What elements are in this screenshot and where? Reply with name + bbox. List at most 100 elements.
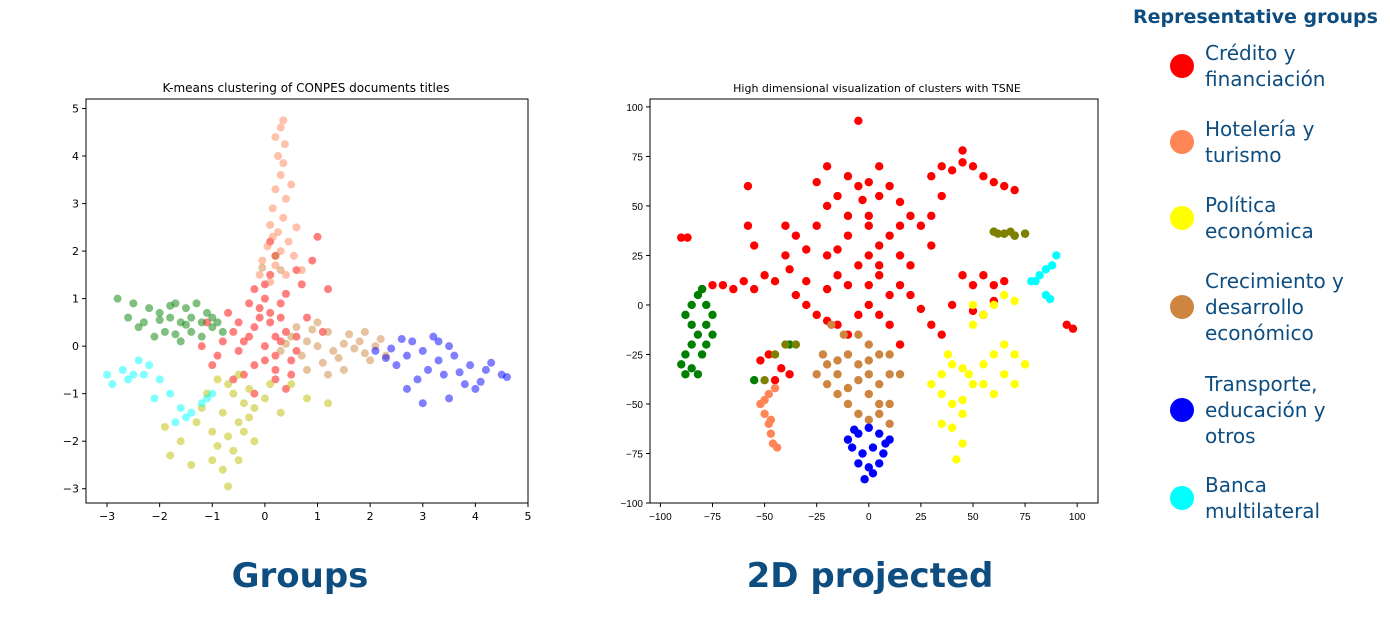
data-point: [812, 370, 821, 379]
data-point: [718, 280, 728, 290]
data-point: [702, 320, 711, 329]
data-point: [854, 261, 863, 270]
data-point: [968, 280, 978, 290]
legend-item-banca: Banca multilateral: [1170, 472, 1345, 524]
data-point: [281, 270, 290, 279]
data-point: [108, 380, 117, 389]
data-point: [287, 180, 296, 189]
data-point: [802, 276, 811, 286]
data-point: [687, 300, 696, 310]
legend-label: Crédito y financiación: [1205, 41, 1326, 91]
data-point: [875, 429, 884, 438]
plot-frame: [649, 98, 1099, 504]
data-point: [276, 123, 285, 132]
data-point: [234, 370, 243, 379]
data-point: [916, 221, 926, 230]
data-point: [171, 330, 180, 339]
data-point: [255, 304, 264, 313]
data-point: [324, 285, 333, 294]
data-point: [937, 191, 946, 201]
data-point: [791, 290, 801, 300]
data-point: [833, 245, 842, 254]
x-tick-label: 50: [967, 512, 979, 523]
data-point: [376, 335, 385, 344]
data-point: [287, 332, 296, 341]
data-point: [445, 342, 454, 351]
data-point: [770, 383, 780, 393]
data-point: [906, 261, 915, 270]
data-point: [854, 360, 863, 369]
x-tick-label: 0: [261, 510, 268, 523]
data-point: [885, 320, 894, 329]
data-point: [760, 376, 769, 385]
data-point: [187, 408, 196, 417]
data-point: [1045, 294, 1055, 304]
data-point: [276, 299, 285, 308]
data-point: [702, 300, 711, 310]
data-point: [324, 370, 333, 379]
y-tick-label: 4: [72, 150, 79, 163]
data-point: [739, 276, 748, 286]
data-point: [155, 375, 164, 384]
data-point: [968, 306, 978, 316]
data-point: [860, 475, 869, 484]
data-point: [1006, 227, 1015, 236]
data-point: [287, 370, 296, 379]
y-ticks: −3 −2 −1 0 1 2 3 4 5: [63, 103, 86, 496]
data-point: [239, 337, 248, 346]
data-point: [702, 340, 711, 349]
data-point: [187, 313, 196, 322]
data-point: [927, 241, 936, 250]
data-point: [864, 251, 873, 260]
data-point: [864, 177, 873, 187]
data-point: [274, 228, 283, 237]
data-point: [424, 365, 433, 374]
x-tick-label: 0: [866, 512, 872, 523]
data-point: [989, 350, 999, 359]
data-point: [1010, 379, 1019, 389]
data-point: [989, 389, 999, 399]
data-point: [218, 465, 227, 474]
data-point: [968, 300, 978, 310]
y-tick-label: −3: [63, 483, 79, 496]
data-point: [895, 370, 905, 379]
data-point: [124, 375, 133, 384]
data-point: [192, 418, 201, 427]
data-point: [334, 354, 343, 363]
data-point: [276, 408, 285, 417]
data-point: [266, 318, 275, 327]
x-tick-label: 75: [1020, 512, 1032, 523]
data-point: [993, 229, 1003, 238]
data-point: [381, 354, 390, 363]
data-point: [229, 327, 238, 336]
legend-item-crecimiento: Crecimiento y desarrollo económico: [1170, 268, 1345, 346]
data-point: [318, 358, 327, 367]
data-point: [952, 455, 961, 464]
data-point: [947, 399, 957, 409]
y-tick-label: 2: [72, 245, 79, 258]
data-point: [224, 482, 233, 491]
data-point: [906, 290, 915, 300]
data-point: [770, 276, 780, 286]
data-point: [843, 172, 853, 181]
data-point: [150, 332, 159, 341]
legend-item-politica: Política económica: [1170, 192, 1345, 244]
data-point: [864, 423, 873, 432]
data-point: [260, 356, 269, 365]
data-point: [255, 270, 264, 279]
data-point: [833, 370, 842, 379]
data-point: [822, 251, 832, 260]
data-point: [812, 221, 821, 230]
data-point: [145, 361, 154, 370]
data-point: [155, 308, 164, 317]
data-point: [234, 346, 243, 355]
data-point: [875, 241, 884, 250]
data-point: [408, 337, 417, 346]
data-point: [812, 310, 821, 320]
data-point: [271, 351, 280, 360]
data-point: [885, 419, 894, 428]
data-point: [250, 389, 259, 398]
data-point: [276, 171, 285, 180]
data-point: [875, 379, 884, 389]
data-point: [968, 162, 978, 171]
